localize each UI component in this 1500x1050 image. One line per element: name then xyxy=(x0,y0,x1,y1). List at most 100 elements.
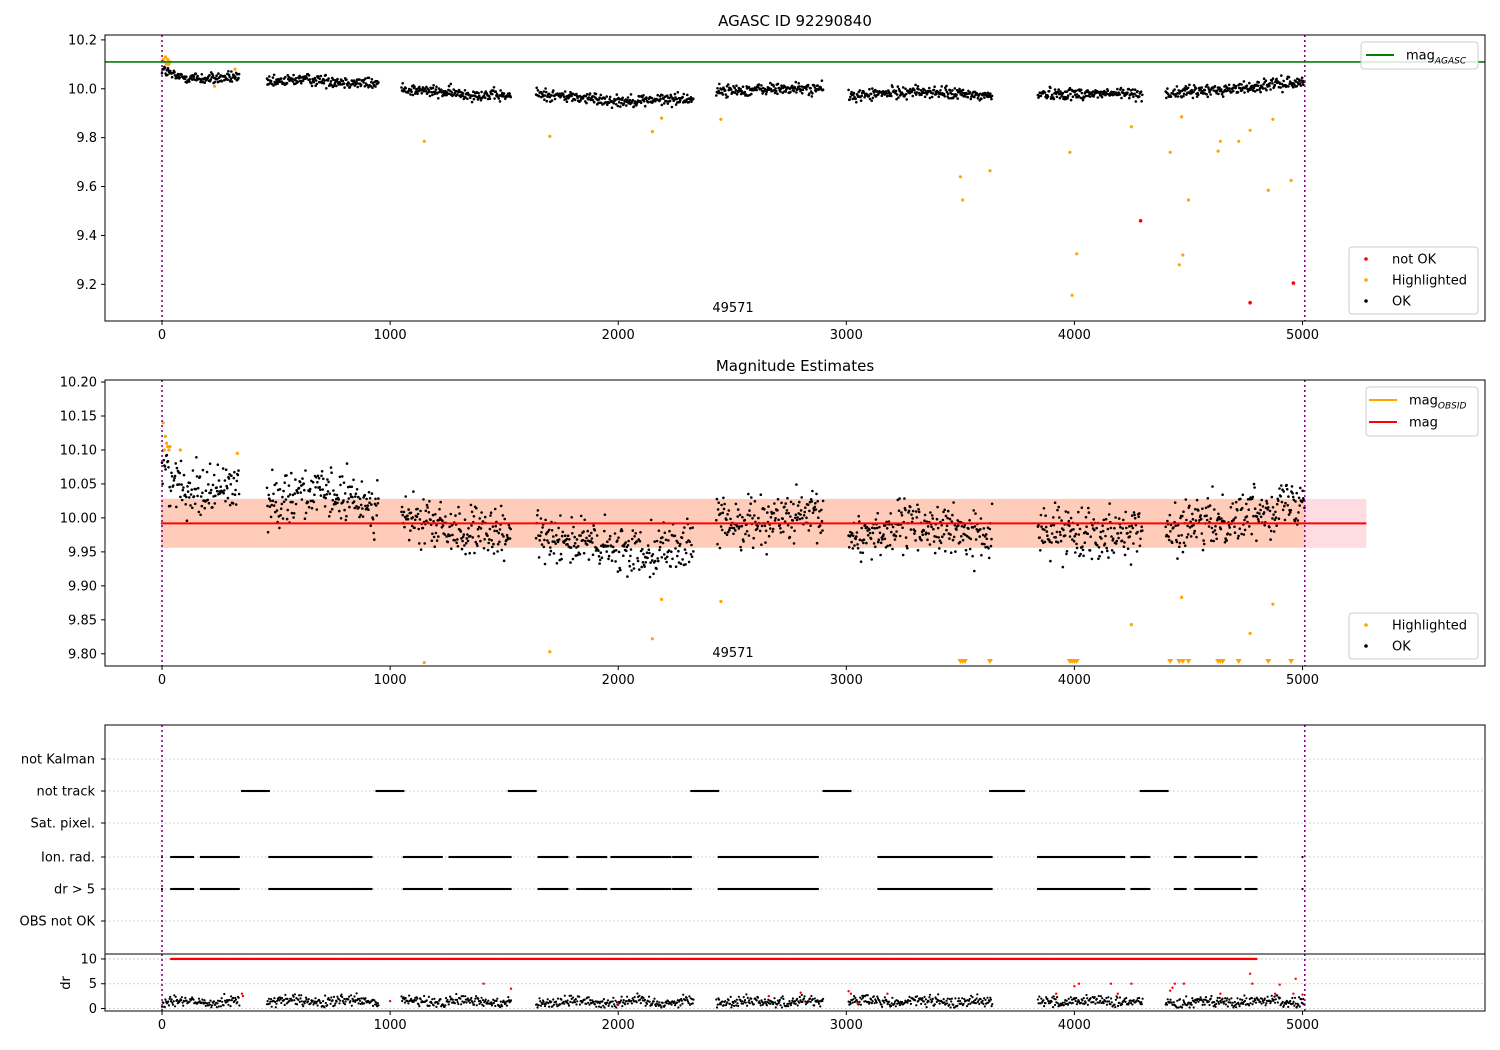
ok-point xyxy=(352,500,356,503)
ok-point xyxy=(1170,541,1174,544)
ok-point xyxy=(1085,525,1088,528)
ok-point xyxy=(974,538,978,541)
ok-point xyxy=(717,89,720,93)
highlighted-point xyxy=(988,169,992,173)
ok-point xyxy=(1269,88,1272,91)
ok-point xyxy=(936,526,940,530)
highlighted-point xyxy=(1237,139,1241,143)
ok-point xyxy=(325,493,329,496)
ok-point xyxy=(650,96,654,100)
ok-point xyxy=(189,504,192,507)
ok-point xyxy=(449,512,453,516)
ok-point xyxy=(374,497,377,501)
ok-point xyxy=(437,518,441,522)
ok-point xyxy=(608,98,611,101)
ok-point xyxy=(869,537,873,540)
ok-point xyxy=(1176,557,1179,560)
ok-point xyxy=(1211,530,1215,534)
ok-point xyxy=(582,551,586,555)
ok-point xyxy=(303,517,307,520)
ok-point xyxy=(1126,547,1130,550)
ok-point xyxy=(1091,524,1094,527)
ok-point xyxy=(492,542,495,546)
highlighted-point xyxy=(1129,125,1133,129)
ok-point xyxy=(1097,557,1100,561)
ok-point xyxy=(673,98,676,102)
ok-point xyxy=(457,505,460,509)
ok-point xyxy=(499,504,503,508)
ok-point xyxy=(354,492,358,496)
ok-point xyxy=(852,91,856,95)
ok-point xyxy=(750,92,753,96)
ok-point xyxy=(1183,89,1187,92)
ok-point xyxy=(796,88,799,91)
ok-point xyxy=(1138,544,1142,548)
ok-point xyxy=(1087,511,1091,514)
ok-point xyxy=(719,525,723,528)
ok-point xyxy=(182,473,186,477)
ok-point xyxy=(348,505,351,509)
ok-point xyxy=(743,90,747,94)
ok-point xyxy=(163,66,167,70)
ok-point xyxy=(1056,541,1060,544)
ok-point xyxy=(431,513,435,517)
ok-point xyxy=(744,532,747,536)
ok-point xyxy=(635,540,639,543)
ok-point xyxy=(267,82,271,86)
ok-point xyxy=(1271,77,1275,80)
flag-point xyxy=(1239,855,1242,859)
ok-point xyxy=(310,506,314,510)
ok-point xyxy=(1232,89,1235,93)
ok-point xyxy=(878,531,882,535)
ok-point xyxy=(494,90,498,93)
ok-point xyxy=(1243,91,1246,94)
legend-dot-swatch xyxy=(1364,623,1368,627)
ok-point xyxy=(1133,513,1136,517)
ok-point xyxy=(1252,86,1256,89)
ok-point xyxy=(772,511,776,515)
ok-point xyxy=(544,90,548,94)
ok-point xyxy=(901,526,904,529)
ok-point xyxy=(1186,86,1190,90)
ok-point xyxy=(687,100,691,104)
ok-point xyxy=(1221,493,1224,497)
ok-point xyxy=(1226,532,1230,535)
flag-row-label: OBS not OK xyxy=(20,915,96,930)
ok-point xyxy=(932,540,936,543)
ok-point xyxy=(648,575,652,579)
ok-point xyxy=(1202,542,1206,546)
ok-point xyxy=(286,508,290,512)
ok-point xyxy=(314,79,318,82)
ok-point xyxy=(1174,95,1177,98)
ok-point xyxy=(729,88,733,91)
ok-point xyxy=(351,495,354,499)
flag-point xyxy=(605,887,608,891)
panel2-title: Magnitude Estimates xyxy=(716,357,874,375)
ok-point xyxy=(716,87,719,90)
ok-point xyxy=(273,483,277,487)
ok-point xyxy=(370,503,373,506)
ok-point xyxy=(896,498,900,502)
ok-point xyxy=(798,517,802,521)
ok-point xyxy=(990,537,993,541)
ok-point xyxy=(676,91,680,94)
ok-point xyxy=(903,497,906,500)
ok-point xyxy=(630,569,633,572)
ok-point xyxy=(181,488,185,492)
flag-point xyxy=(816,887,820,891)
ok-point xyxy=(760,524,764,528)
flag-point xyxy=(440,887,443,891)
ok-point xyxy=(819,531,822,534)
ok-point xyxy=(268,497,271,501)
ok-point xyxy=(1274,516,1278,519)
ok-point xyxy=(483,515,487,519)
ok-point xyxy=(1219,527,1223,531)
ok-point xyxy=(607,554,611,558)
ok-point xyxy=(211,74,215,77)
ok-point xyxy=(856,543,859,546)
ok-point xyxy=(816,500,819,503)
highlighted-point xyxy=(235,451,239,455)
ok-point xyxy=(271,76,275,79)
ok-point xyxy=(464,541,468,545)
ok-point xyxy=(400,86,403,89)
